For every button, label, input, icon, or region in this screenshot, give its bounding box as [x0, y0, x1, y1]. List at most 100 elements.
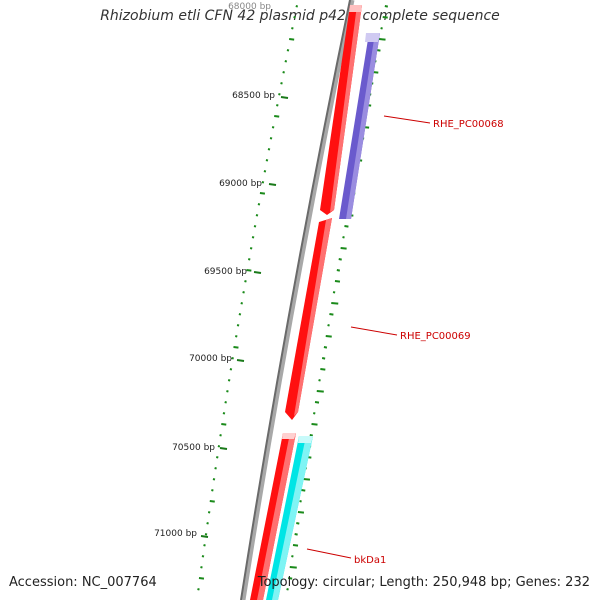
gc-tick: [295, 5, 299, 8]
gc-tick: [209, 500, 215, 503]
gc-tick: [296, 522, 300, 525]
map-title: Rhizobium etli CFN 42 plasmid p42c, comp…: [100, 8, 500, 24]
gene-RHE_PC00068-top: [365, 33, 380, 42]
gc-tick: [291, 27, 294, 30]
gc-tick: [327, 324, 330, 327]
gc-tick: [334, 280, 341, 283]
gc-tick: [289, 566, 297, 569]
gc-tick: [206, 522, 209, 525]
gc-tick: [274, 115, 280, 118]
gc-tick: [311, 423, 318, 426]
gc-tick: [263, 170, 267, 173]
gc-tick: [288, 577, 293, 580]
gc-tick: [197, 588, 200, 591]
gc-tick: [244, 280, 247, 283]
gc-tick: [301, 489, 306, 492]
gene-bkDa1-highlight: [272, 436, 313, 600]
gc-tick: [219, 434, 222, 437]
gc-tick: [384, 5, 389, 8]
gc-tick: [269, 137, 273, 140]
gc-tick: [294, 533, 298, 536]
gene-forward-lower-highlight: [257, 433, 296, 600]
gc-tick: [342, 236, 345, 239]
gc-tick: [211, 489, 214, 492]
gene-RHE_PC00069-highlight: [294, 218, 332, 416]
gc-tick: [261, 181, 265, 184]
tick-label-68500: 68500 bp: [232, 91, 275, 101]
gene-forward-upper-highlight: [330, 5, 362, 212]
gc-tick: [309, 434, 313, 437]
gc-tick: [292, 544, 299, 547]
gc-tick: [255, 214, 259, 217]
gc-tick: [207, 511, 211, 514]
gc-tick: [276, 104, 279, 107]
gc-tick: [257, 203, 261, 206]
gc-tick: [338, 258, 342, 261]
gc-tick: [340, 247, 347, 250]
gene-forward-lower-top: [282, 433, 296, 439]
gc-tick: [259, 192, 266, 195]
tick-label-70500: 70500 bp: [172, 443, 215, 453]
tick-label-70000: 70000 bp: [189, 354, 232, 364]
gc-tick: [229, 368, 233, 371]
gc-tick: [271, 126, 275, 129]
gc-tick: [382, 16, 388, 19]
gc-tick: [320, 368, 326, 371]
gc-tick: [247, 258, 251, 261]
gc-tick: [318, 379, 321, 382]
gene-labels: RHE_PC00068 RHE_PC00069 bkDa1: [306, 115, 504, 566]
gc-tick: [246, 269, 252, 272]
gc-tick: [278, 93, 281, 96]
label-RHE_PC00069: RHE_PC00069: [400, 331, 471, 342]
backbone-line-shade: [240, 0, 351, 600]
gc-tick: [344, 225, 349, 228]
gc-tick: [332, 291, 336, 294]
gc-tick: [325, 335, 332, 338]
gc-tick: [233, 346, 239, 349]
gc-tick: [321, 357, 326, 360]
gc-tick: [329, 313, 334, 316]
gc-tick: [267, 148, 271, 151]
gc-tick: [291, 555, 294, 558]
gc-tick: [302, 478, 311, 481]
gc-tick: [249, 247, 253, 250]
gc-tick: [312, 412, 316, 415]
tick-label-68000-partial: 68000 bp: [228, 2, 271, 12]
gc-track-outer: [197, 5, 299, 591]
gc-tick: [265, 159, 269, 162]
gc-tick: [201, 555, 205, 558]
accession-text: Accession: NC_007764: [9, 575, 157, 590]
gc-tick: [282, 71, 285, 74]
gc-tick: [215, 456, 219, 459]
tick-label-71000: 71000 bp: [154, 529, 197, 539]
gc-tick: [204, 533, 208, 536]
gc-tick: [331, 302, 339, 305]
gc-tick: [227, 379, 231, 382]
gc-tick: [226, 390, 229, 393]
gc-tick: [336, 269, 341, 272]
gc-tick: [242, 291, 245, 294]
tick-label-69000: 69000 bp: [219, 179, 262, 189]
gc-tick: [212, 478, 216, 481]
position-ticks: 68500 bp 69000 bp 69500 bp 70000 bp 7050…: [154, 2, 289, 539]
backbone-line: [240, 0, 355, 600]
gene-RHE_PC00068-highlight: [346, 33, 380, 219]
label-RHE_PC00068: RHE_PC00068: [433, 119, 504, 130]
gc-tick: [297, 511, 305, 514]
gc-tick: [299, 500, 302, 503]
gc-tick: [378, 38, 386, 41]
gc-tick: [238, 313, 242, 316]
gc-tick: [323, 346, 328, 349]
gc-tick: [380, 27, 383, 30]
label-bkDa1: bkDa1: [354, 555, 386, 566]
gene-bkDa1-top: [298, 436, 313, 443]
gc-tick: [251, 236, 255, 239]
gc-tick: [200, 566, 203, 569]
gc-tick: [231, 357, 234, 360]
gc-tick: [293, 16, 296, 19]
gc-tick: [286, 588, 289, 591]
gc-tick: [284, 60, 288, 63]
gene-forward-upper-top: [349, 5, 362, 12]
gc-tick: [314, 401, 320, 404]
tick-label-69500: 69500 bp: [204, 267, 247, 277]
